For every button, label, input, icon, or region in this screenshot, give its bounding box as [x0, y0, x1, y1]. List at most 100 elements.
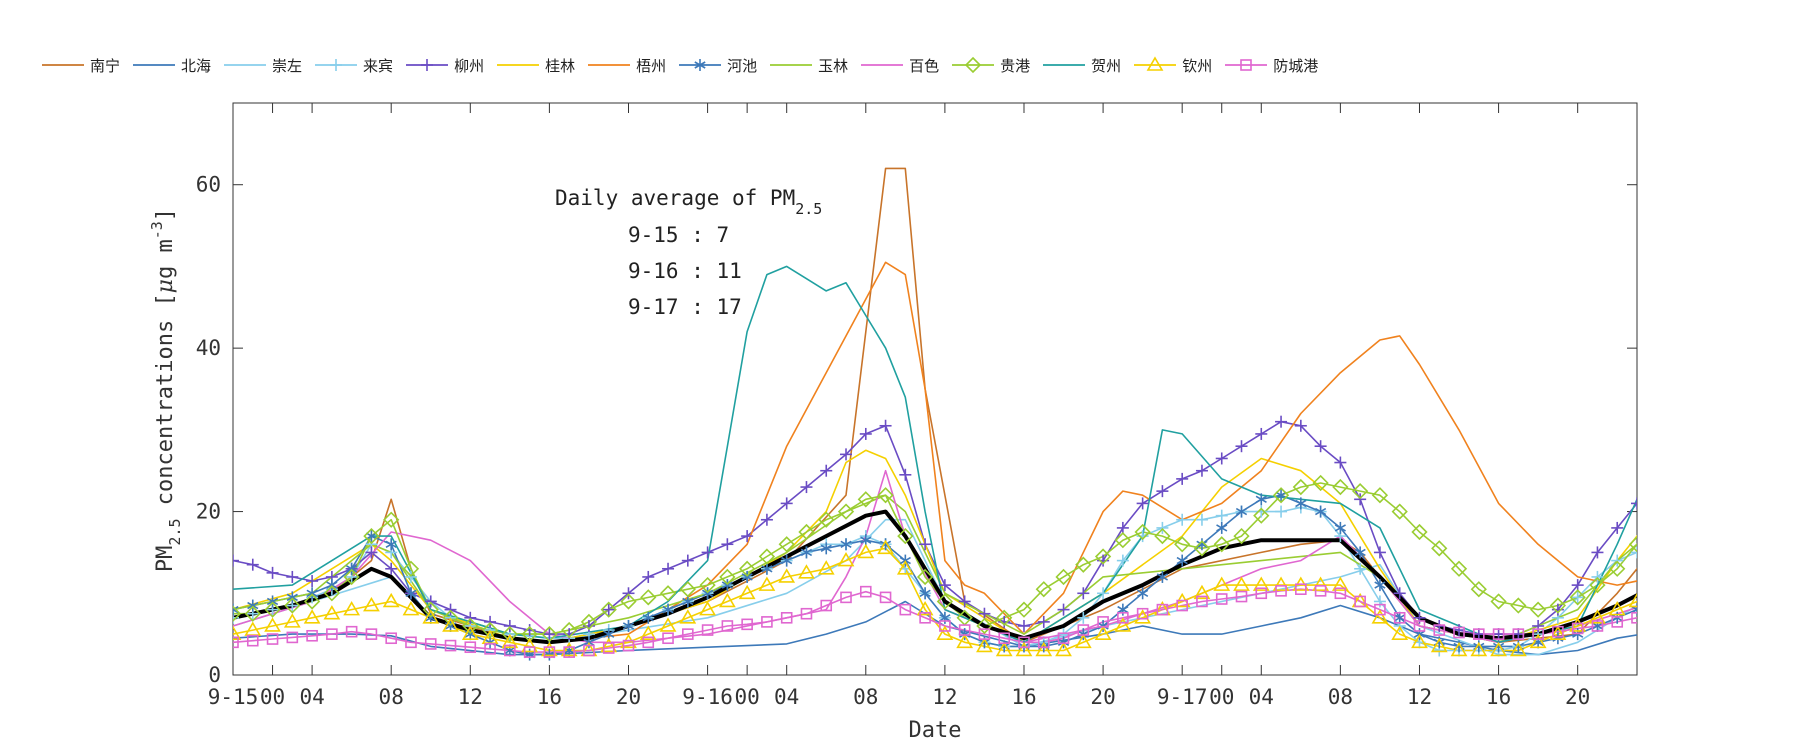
series-marker-7: [1156, 570, 1169, 583]
series-marker-12: [1670, 578, 1684, 590]
legend-swatch: [315, 59, 358, 71]
series-marker-4: [1235, 440, 1248, 453]
series-marker-4: [1710, 428, 1722, 440]
series-marker-4: [1651, 481, 1663, 493]
series-marker-13: [1631, 611, 1637, 624]
series-marker-10: [1233, 527, 1250, 545]
series-marker-13: [1275, 585, 1287, 597]
series-marker-10: [1075, 556, 1092, 573]
series-marker-12: [1470, 641, 1488, 657]
series-marker-7: [919, 587, 931, 600]
annotation-line: 9-16 : 11: [628, 259, 742, 283]
series-marker-13: [1691, 601, 1701, 611]
series-marker-10: [1510, 597, 1527, 614]
series-line-4: [233, 420, 1637, 635]
series-marker-10: [1689, 488, 1703, 502]
series-marker-10: [1749, 464, 1763, 478]
series-marker-10: [442, 609, 459, 626]
y-tick-label: 60: [196, 173, 221, 197]
series-marker-12: [264, 617, 281, 632]
series-marker-12: [639, 625, 657, 640]
series-marker-10: [976, 617, 993, 635]
series-marker-13: [1611, 616, 1624, 628]
legend-marker: [694, 59, 706, 71]
series-marker-10: [659, 585, 677, 602]
series-marker-12: [283, 613, 301, 628]
legend-swatch: [952, 56, 995, 74]
series-marker-10: [244, 605, 261, 622]
series-marker-10: [1569, 589, 1586, 606]
series-marker-7: [1591, 619, 1604, 632]
series-marker-4: [365, 546, 378, 559]
legend-label: 桂林: [545, 56, 576, 75]
series-marker-3: [1690, 538, 1702, 550]
legend-swatch: [1225, 59, 1268, 71]
series-marker-10: [857, 491, 874, 508]
series-marker-7: [1216, 521, 1228, 534]
series-marker-13: [1334, 587, 1347, 600]
series-marker-12: [1233, 576, 1250, 591]
series-marker-13: [939, 620, 951, 632]
series-marker-4: [1532, 619, 1545, 632]
series-marker-10: [600, 601, 617, 618]
series-marker-4: [938, 579, 951, 592]
series-marker-7: [385, 538, 397, 551]
series-marker-4: [543, 628, 556, 641]
series-marker-12: [1709, 554, 1723, 566]
series-marker-10: [1768, 464, 1782, 478]
series-marker-13: [326, 628, 338, 640]
x-tick-label: 9-17: [1157, 685, 1208, 709]
series-marker-12: [461, 625, 479, 640]
series-marker-7: [781, 554, 793, 567]
legend-swatch: [679, 59, 722, 71]
series-marker-7: [1611, 611, 1623, 624]
series-marker-7: [1275, 489, 1287, 502]
chart-legend: 南宁 北海 崇左 来宾 柳州 桂林 梧州 河池 玉林 百色 贵港 贺州 钦州 防城港: [40, 52, 1329, 78]
series-marker-12: [1729, 545, 1743, 557]
annotation-title: Daily average of PM2.5: [555, 186, 822, 218]
series-marker-10: [1154, 527, 1171, 545]
series-marker-12: [1213, 576, 1231, 591]
series-marker-10: [1589, 576, 1606, 594]
series-marker-12: [1749, 537, 1763, 549]
series-marker-10: [758, 548, 776, 565]
series-marker-4: [859, 427, 872, 440]
legend-label: 贵港: [1000, 56, 1031, 75]
series-marker-7: [1652, 595, 1662, 607]
legend-swatch: [1043, 64, 1086, 66]
legend-label: 来宾: [363, 56, 394, 75]
y-tick-label: 20: [196, 500, 221, 524]
series-marker-13: [365, 628, 378, 640]
series-marker-12: [382, 592, 400, 608]
series-marker-10: [1628, 536, 1637, 553]
series-marker-12: [1134, 609, 1152, 624]
series-marker-7: [721, 579, 733, 592]
legend-swatch: [1134, 56, 1177, 71]
legend-label: 玉林: [818, 56, 849, 75]
legend-label: 百色: [909, 56, 940, 75]
series-marker-4: [1275, 415, 1288, 428]
legend-item: 玉林: [768, 55, 848, 76]
series-marker-10: [1312, 474, 1329, 492]
series-marker-10: [580, 613, 598, 631]
series-marker-4: [1057, 603, 1070, 616]
series-marker-13: [233, 636, 239, 649]
x-tick-label: 12: [1407, 685, 1432, 709]
series-marker-10: [778, 536, 795, 553]
legend-swatch: [406, 59, 449, 71]
series-marker-12: [857, 543, 875, 559]
series-marker-7: [1671, 587, 1681, 599]
series-marker-12: [1490, 641, 1507, 657]
series-marker-13: [1711, 596, 1721, 606]
series-marker-3: [1275, 505, 1288, 518]
legend-label: 防城港: [1273, 56, 1319, 75]
series-marker-12: [560, 641, 578, 657]
series-marker-4: [1294, 419, 1307, 432]
series-marker-4: [642, 570, 655, 583]
legend-item: 梧州: [586, 55, 666, 76]
legend-item: 钦州: [1132, 55, 1212, 76]
series-marker-7: [1334, 521, 1346, 534]
legend-label: 崇左: [272, 56, 303, 75]
series-marker-12: [1411, 633, 1428, 649]
series-marker-4: [1750, 391, 1762, 403]
